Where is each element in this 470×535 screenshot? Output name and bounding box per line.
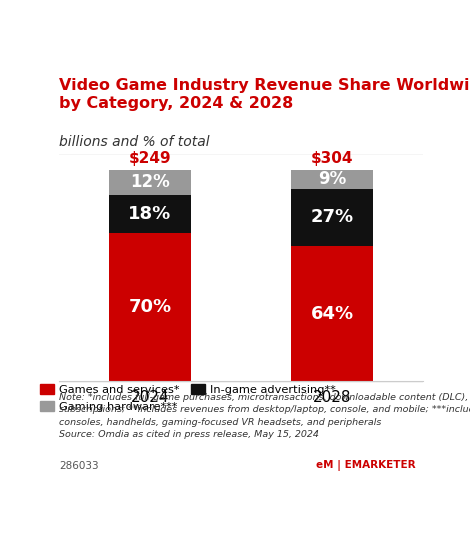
Text: 64%: 64%	[310, 304, 353, 323]
Text: 27%: 27%	[310, 208, 353, 226]
Text: Video Game Industry Revenue Share Worldwide,
by Category, 2024 & 2028: Video Game Industry Revenue Share Worldw…	[59, 78, 470, 111]
Text: $304: $304	[311, 151, 353, 166]
Text: 18%: 18%	[128, 205, 172, 223]
Text: Note: *includes full-game purchases, microtransactions, downloadable content (DL: Note: *includes full-game purchases, mic…	[59, 393, 470, 439]
Bar	[109, 170, 191, 195]
Text: eM | EMARKETER: eM | EMARKETER	[316, 461, 415, 471]
Bar	[291, 170, 373, 189]
Text: $249: $249	[128, 151, 171, 166]
Bar	[291, 246, 373, 381]
Text: 9%: 9%	[318, 170, 346, 188]
Text: 12%: 12%	[130, 173, 170, 192]
Bar	[109, 195, 191, 233]
Bar	[291, 189, 373, 246]
Text: 286033: 286033	[59, 461, 98, 471]
Text: billions and % of total: billions and % of total	[59, 135, 209, 149]
Bar	[109, 233, 191, 381]
Text: 70%: 70%	[128, 299, 172, 316]
Legend: Games and services*, Gaming hardware***, In-game advertising**: Games and services*, Gaming hardware***,…	[35, 380, 341, 416]
